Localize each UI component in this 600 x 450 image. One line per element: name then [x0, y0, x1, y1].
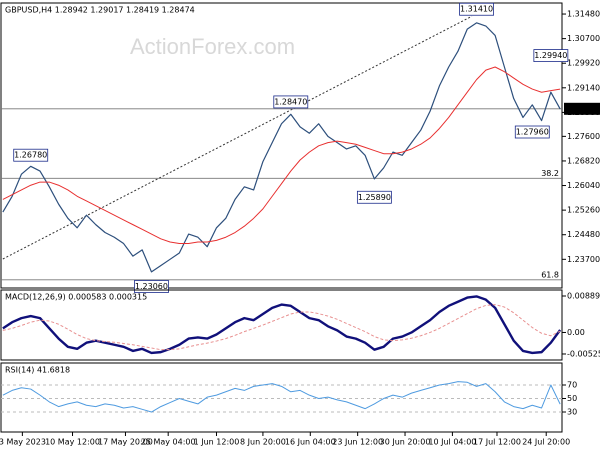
- series-line: [2, 304, 561, 351]
- panel-title: MACD(12,26,9) 0.000583 0.000315: [5, 293, 147, 302]
- annotation-box: [273, 95, 309, 109]
- y-tick-label: 1.26820: [567, 156, 600, 165]
- x-tick-label: 24 Jul 20:00: [522, 438, 570, 447]
- annotation-label: 1.25890: [358, 193, 391, 202]
- level-label: 38.2: [541, 169, 559, 178]
- y-tick-label: 1.27600: [567, 132, 600, 141]
- y-tick-label: 1.23700: [567, 255, 600, 264]
- series-line: [2, 381, 561, 413]
- y-tick-label: 0.008894: [567, 292, 600, 301]
- y-tick-label: 50: [567, 394, 577, 403]
- x-tick-label: 8 Jun 20:00: [240, 438, 286, 447]
- y-tick-label: 1.31480: [567, 10, 600, 19]
- x-tick-label: 23 Jun 12:00: [332, 438, 383, 447]
- annotation-label: 1.28470: [274, 97, 307, 106]
- annotation-label: 1.31410: [460, 5, 493, 14]
- panel: [0, 362, 563, 433]
- x-tick-label: 10 Jul 04:00: [428, 438, 476, 447]
- panel: [0, 2, 563, 289]
- x-tick-label: 10 May 12:00: [45, 438, 100, 447]
- y-tick-label: 70: [567, 381, 577, 390]
- y-tick-label: -0.005252: [567, 349, 600, 358]
- annotation-box: [514, 125, 550, 139]
- panel: [0, 289, 563, 361]
- y-tick-label: 1.29920: [567, 59, 600, 68]
- level-label: 61.8: [541, 270, 559, 279]
- y-tick-label: 1.24480: [567, 230, 600, 239]
- annotation-label: 1.26780: [14, 151, 47, 160]
- annotation-box: [13, 148, 49, 162]
- y-tick-label: 30: [567, 408, 577, 417]
- series-line: [2, 22, 561, 273]
- last-price-box: [564, 102, 600, 115]
- annotation-label: 1.23060: [135, 282, 168, 291]
- x-tick-label: 17 May 20:00: [98, 438, 153, 447]
- annotation-box: [356, 190, 392, 204]
- y-tick-label: 1.26040: [567, 181, 600, 190]
- x-tick-label: 16 Jun 04:00: [285, 438, 336, 447]
- panel-title: GBPUSD,H4 1.28942 1.29017 1.28419 1.2847…: [5, 6, 195, 15]
- x-tick-label: 25 May 04:00: [141, 438, 196, 447]
- x-tick-label: 17 Jul 12:00: [473, 438, 521, 447]
- annotation-box: [533, 49, 569, 62]
- annotation-label: 1.27960: [516, 128, 549, 137]
- series-line: [2, 66, 561, 245]
- x-tick-label: 1 Jun 12:00: [194, 438, 240, 447]
- y-tick-label: 1.30700: [567, 34, 600, 43]
- annotation-box: [459, 2, 494, 16]
- y-tick-label: 1.25260: [567, 206, 600, 215]
- trendline: [2, 15, 473, 260]
- panel-title: RSI(14) 41.6818: [5, 366, 70, 375]
- annotation-box: [134, 280, 169, 293]
- y-tick-label: 1.29140: [567, 83, 600, 92]
- y-tick-label: 0.00: [567, 328, 585, 337]
- annotation-label: 1.29940: [534, 51, 567, 60]
- x-tick-label: 3 May 2023: [0, 438, 46, 447]
- x-tick-label: 30 Jun 20:00: [380, 438, 431, 447]
- last-price-label: 1.28474: [566, 104, 599, 113]
- series-line: [2, 295, 562, 355]
- watermark: ActionForex.com: [130, 34, 295, 59]
